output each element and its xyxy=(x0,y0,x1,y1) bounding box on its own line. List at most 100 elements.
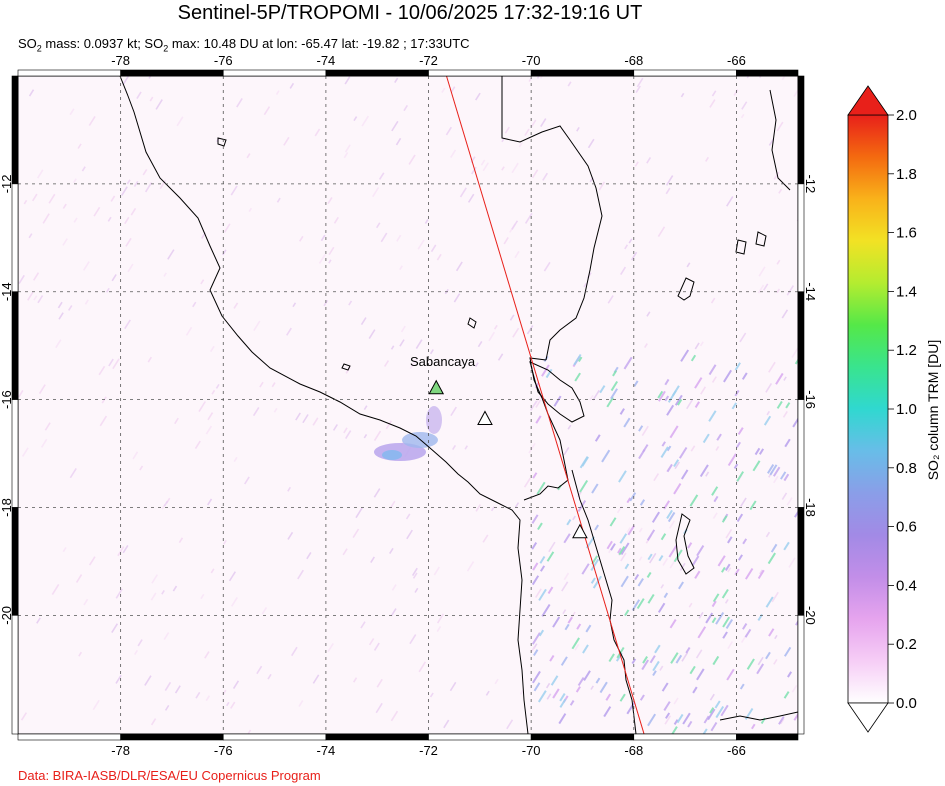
so2-noise-cell xyxy=(560,656,568,666)
so2-noise-cell xyxy=(666,445,672,452)
so2-noise-cell xyxy=(297,569,304,580)
page-title: Sentinel-5P/TROPOMI - 10/06/2025 17:32-1… xyxy=(177,2,643,24)
so2-noise-cell xyxy=(549,654,555,662)
so2-noise-cell xyxy=(541,603,551,617)
so2-noise-cell xyxy=(771,591,779,603)
so2-noise-cell xyxy=(194,440,201,449)
so2-noise-cell xyxy=(73,217,78,223)
so2-noise-cell xyxy=(344,76,351,85)
so2-noise-cell xyxy=(107,216,112,222)
so2-noise-cell xyxy=(226,701,230,707)
latitude-labels: -12 -12 -14 -14 -16 -16 -18 -18 -20 -20 xyxy=(0,174,818,624)
so2-noise-cell xyxy=(38,384,46,394)
so2-noise-cell xyxy=(783,646,792,657)
so2-noise-cell xyxy=(598,181,606,191)
so2-noise-cell xyxy=(436,626,442,632)
so2-noise-cell xyxy=(373,430,382,441)
so2-noise-cell xyxy=(642,656,648,664)
so2-noise-cell xyxy=(780,471,787,480)
so2-noise-cell xyxy=(524,212,533,224)
so2-noise-cell xyxy=(533,649,539,656)
latitude-label-right: -20 xyxy=(803,606,818,625)
map-background xyxy=(18,76,798,734)
so2-noise-cell xyxy=(649,655,656,664)
frame-band-left xyxy=(11,75,19,185)
so2-noise-cell xyxy=(536,481,546,495)
so2-noise-cell xyxy=(298,700,304,707)
so2-noise-cell xyxy=(380,232,388,243)
so2-noise-cell xyxy=(695,649,703,659)
so2-noise-cell xyxy=(690,445,696,452)
so2-noise-cell xyxy=(671,726,678,734)
so2-noise-cell xyxy=(207,498,213,506)
so2-noise-cell xyxy=(577,491,582,498)
so2-noise-cell xyxy=(99,415,108,427)
frame-band-left xyxy=(11,291,19,400)
so2-noise-cell xyxy=(353,677,358,683)
latitude-label-right: -14 xyxy=(803,282,818,301)
frame-band-top xyxy=(530,69,635,77)
so2-noise-cell xyxy=(233,302,239,309)
salar-1 xyxy=(675,513,695,575)
colorbar-tick-label: 0.4 xyxy=(896,577,917,594)
so2-noise-cell xyxy=(27,291,34,301)
so2-noise-cell xyxy=(778,188,783,194)
so2-noise-cell xyxy=(734,568,740,576)
so2-noise-cell xyxy=(720,704,729,717)
so2-noise-cell xyxy=(124,216,130,225)
so2-noise-cell xyxy=(559,698,567,708)
so2-noise-cell xyxy=(696,668,705,681)
so2-noise-cell xyxy=(669,619,677,629)
so2-noise-cell xyxy=(618,546,626,556)
so2-noise-cell xyxy=(709,693,715,701)
data-credit: Data: BIRA-IASB/DLR/ESA/EU Copernicus Pr… xyxy=(18,768,321,783)
so2-noise-cell xyxy=(459,187,467,198)
so2-noise-cell xyxy=(390,710,399,722)
so2-noise-cell xyxy=(450,86,456,93)
so2-noise-cell xyxy=(344,144,351,153)
so2-noise-cell xyxy=(164,704,170,711)
so2-noise-cell xyxy=(649,552,657,564)
so2-noise-cell xyxy=(627,525,635,536)
so2-noise-cell xyxy=(687,720,693,728)
so2-noise-cell xyxy=(657,390,666,402)
so2-noise-cell xyxy=(766,410,771,416)
so2-noise-cell xyxy=(727,567,732,573)
so2-noise-cell xyxy=(93,206,101,217)
longitude-label-top: -70 xyxy=(522,53,541,68)
so2-noise-cell xyxy=(791,347,798,358)
so2-noise-cell xyxy=(112,358,120,370)
so2-noise-cell xyxy=(328,246,335,256)
so2-noise-cell xyxy=(741,372,748,380)
so2-noise-cell xyxy=(92,699,100,711)
so2-noise-cell xyxy=(573,353,582,366)
so2-noise-cell xyxy=(646,529,656,541)
so2-noise-cell xyxy=(399,339,405,347)
so2-noise-cell xyxy=(553,395,562,407)
so2-noise-cell xyxy=(647,713,657,727)
so2-noise-cell xyxy=(353,116,358,122)
latitude-label-right: -18 xyxy=(803,498,818,517)
so2-noise-cell xyxy=(715,705,725,719)
so2-noise-cell xyxy=(385,420,393,430)
so2-noise-cell xyxy=(699,464,709,478)
so2-noise-cell xyxy=(512,327,520,338)
so2-noise-cell xyxy=(543,261,551,272)
so2-noise-cell xyxy=(433,566,440,576)
so2-noise-cell xyxy=(711,617,717,624)
so2-noise-cell xyxy=(765,531,771,538)
so2-noise-cell xyxy=(641,425,649,436)
so2-noise-cell xyxy=(453,293,461,303)
so2-noise-cell xyxy=(647,553,653,561)
so2-noise-cell xyxy=(603,706,612,718)
so2-noise-cell xyxy=(327,197,333,205)
colorbar-tick-label: 1.8 xyxy=(896,166,917,183)
longitude-label-top: -66 xyxy=(727,53,746,68)
latitude-label-right: -12 xyxy=(803,174,818,193)
so2-noise-cell xyxy=(343,427,348,434)
so2-noise-cell xyxy=(449,681,457,692)
so2-noise-cell xyxy=(577,356,583,363)
so2-noise-cell xyxy=(740,113,745,119)
so2-noise-cell xyxy=(592,389,600,401)
so2-noise-cell xyxy=(320,234,326,242)
